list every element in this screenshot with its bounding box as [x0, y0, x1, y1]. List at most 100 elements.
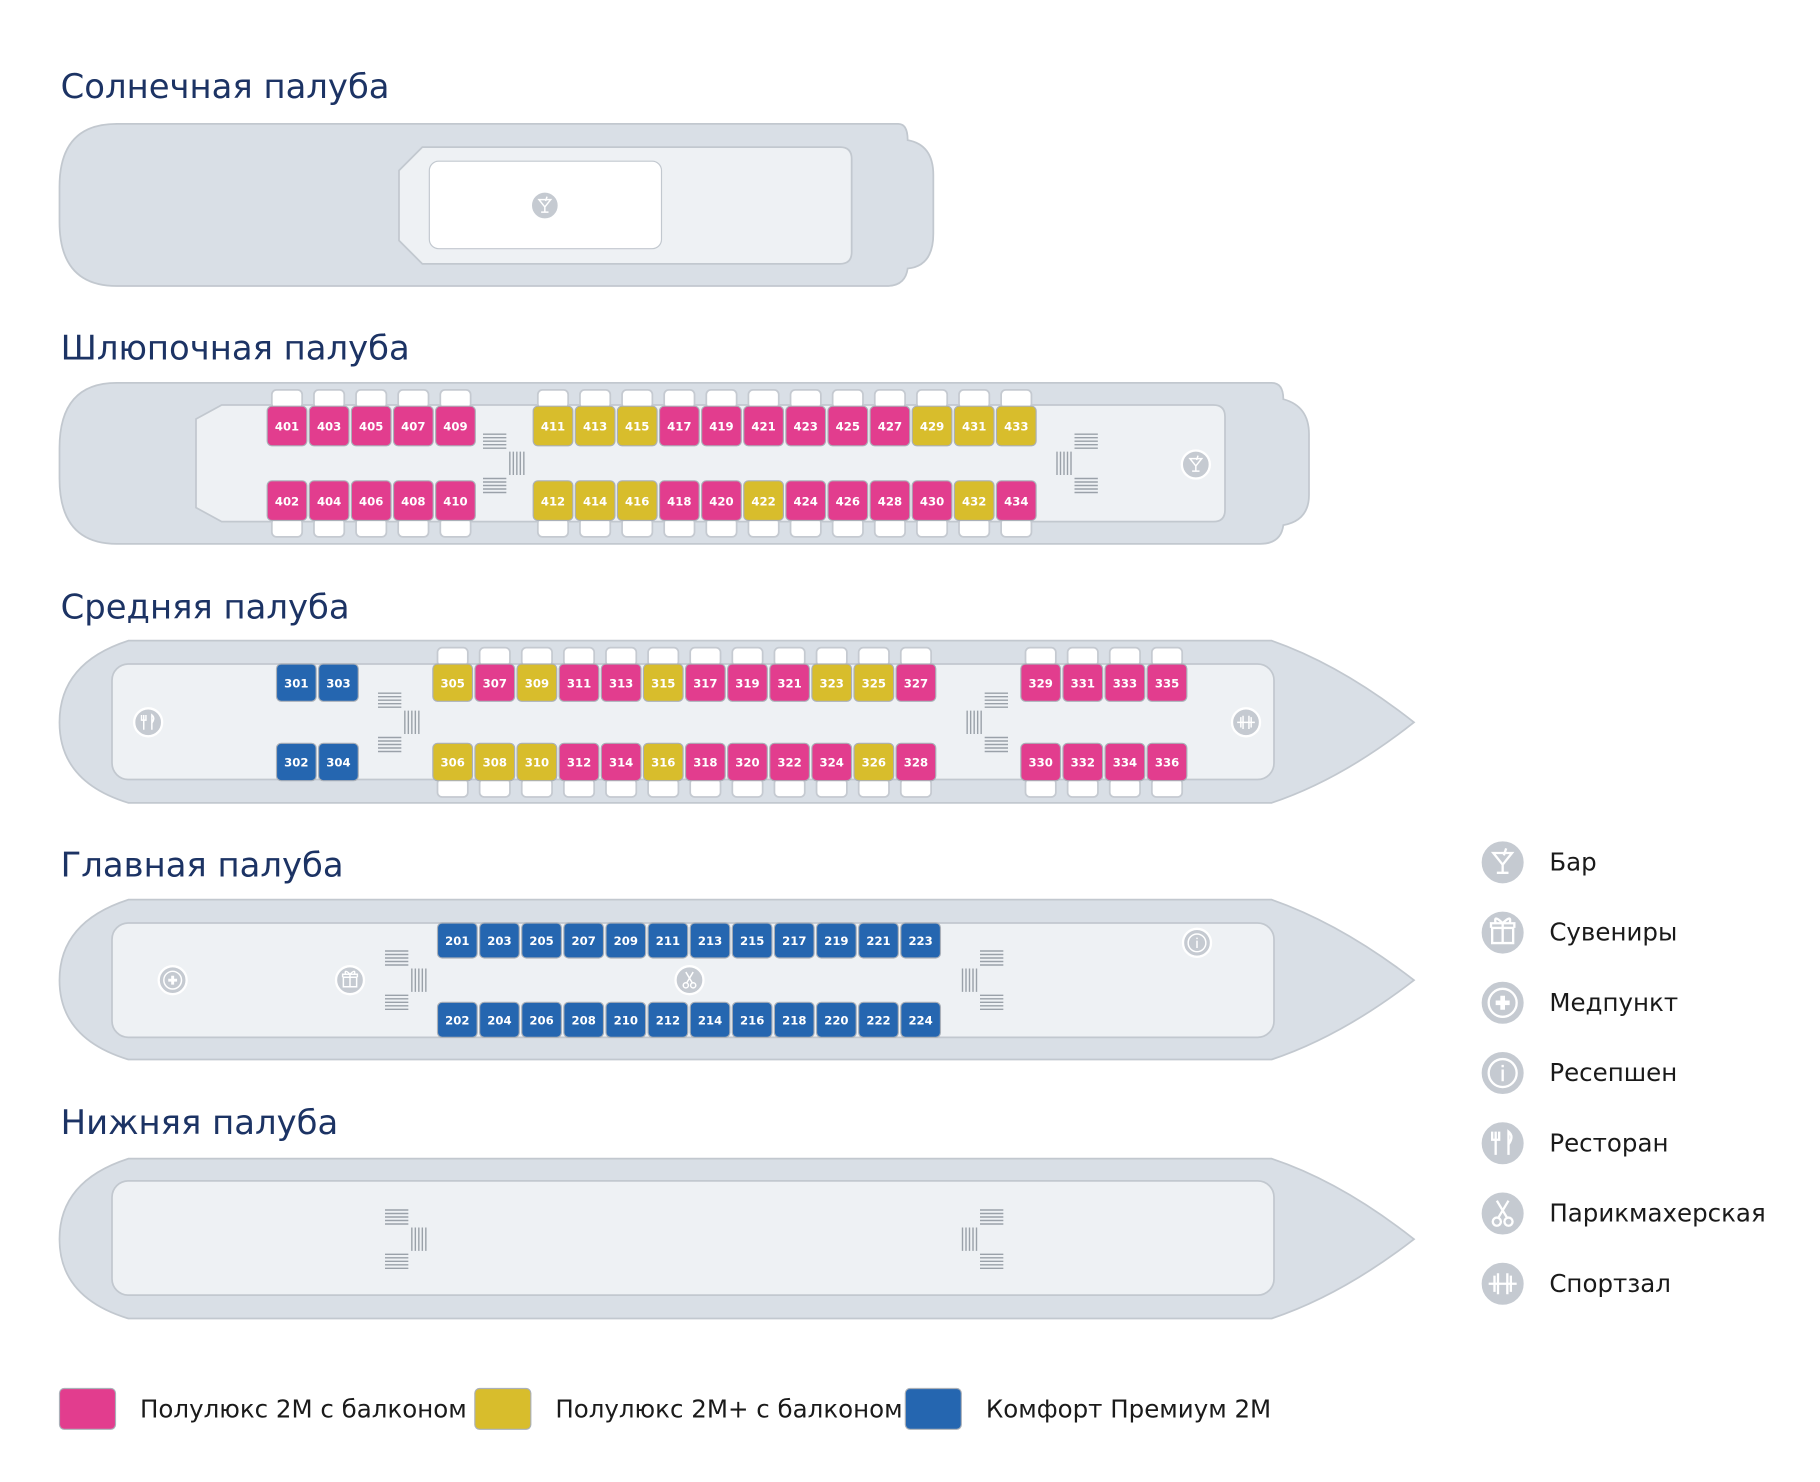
cabin — [436, 1001, 478, 1038]
cabin — [479, 922, 520, 959]
cabin — [647, 922, 689, 959]
cabin-number: 330 — [1028, 756, 1052, 770]
cabin-number: 312 — [567, 756, 591, 770]
cabin-number: 221 — [866, 934, 890, 948]
cabin — [479, 1001, 520, 1038]
legend-swatch — [904, 1387, 962, 1430]
stairs — [966, 692, 1009, 753]
cabin — [616, 405, 658, 447]
cabin — [995, 480, 1037, 522]
icon-scissors — [1491, 1216, 1503, 1227]
icon-gift — [341, 970, 359, 988]
deck-title: Нижняя палуба — [61, 1103, 339, 1142]
cabin — [474, 742, 516, 782]
cabin-number: 308 — [483, 756, 507, 770]
cabin-number: 434 — [1004, 494, 1028, 508]
cabin — [827, 480, 869, 522]
cabin-number: 306 — [440, 756, 464, 770]
cabin — [731, 922, 773, 959]
cabin — [392, 480, 434, 522]
cabin-number: 415 — [625, 420, 649, 434]
icon-bar — [1188, 455, 1204, 472]
icon-bg — [133, 707, 164, 738]
cabin — [811, 742, 853, 782]
stairs — [483, 433, 525, 494]
cabin-number: 317 — [693, 676, 717, 690]
cabin — [605, 1001, 647, 1038]
amenity-label: Ресепшен — [1549, 1058, 1677, 1087]
icon-med — [163, 970, 183, 990]
cabin-number: 207 — [572, 934, 596, 948]
amenity-label: Сувениры — [1549, 918, 1677, 947]
icon-bg — [674, 965, 705, 996]
deck-area — [111, 1179, 1275, 1297]
cabin-number: 425 — [836, 420, 860, 434]
cabin-number: 325 — [862, 676, 886, 690]
cabin — [858, 922, 899, 959]
cabin-number: 426 — [836, 494, 860, 508]
cabin-number: 326 — [862, 756, 886, 770]
cabin — [869, 405, 911, 447]
cabin-number: 429 — [920, 420, 944, 434]
legend-swatch — [58, 1387, 117, 1430]
deck-title: Средняя палуба — [61, 588, 350, 627]
cabin-number: 414 — [583, 494, 607, 508]
icon-bg — [1180, 449, 1212, 480]
icon-bg — [1479, 1190, 1526, 1237]
cabin — [1020, 742, 1062, 782]
cabin-number: 427 — [878, 420, 902, 434]
cabin-number: 219 — [824, 934, 848, 948]
cabin — [953, 405, 995, 447]
cabin — [350, 480, 392, 522]
cabin-number: 329 — [1028, 676, 1052, 690]
cabin — [995, 405, 1037, 447]
cabin-number: 216 — [740, 1014, 764, 1028]
cabin — [1020, 663, 1062, 702]
icon-scissors — [685, 971, 694, 984]
cabin-number: 416 — [625, 494, 649, 508]
stairs — [1056, 433, 1098, 494]
cabin-number: 333 — [1113, 676, 1137, 690]
cabin-number: 212 — [656, 1014, 680, 1028]
cabin — [308, 405, 350, 447]
cabin-number: 334 — [1113, 756, 1137, 770]
cabin — [318, 663, 359, 702]
cabin — [743, 405, 784, 447]
cabin — [895, 742, 937, 782]
cabin-number: 206 — [529, 1014, 553, 1028]
icon-gym — [1488, 1273, 1517, 1295]
cabin-number: 404 — [317, 494, 341, 508]
amenity-label: Спортзал — [1549, 1269, 1671, 1298]
cabin-number: 313 — [609, 676, 633, 690]
cabin-number: 433 — [1004, 420, 1028, 434]
cabin-number: 420 — [709, 494, 733, 508]
cabin-number: 217 — [782, 934, 806, 948]
cabin — [953, 480, 995, 522]
cabin-number: 208 — [572, 1014, 596, 1028]
cabin — [1146, 742, 1188, 782]
cabin-number: 218 — [782, 1014, 806, 1028]
cabin-number: 323 — [820, 676, 844, 690]
cabin — [432, 742, 474, 782]
cabin-number: 314 — [609, 756, 633, 770]
cabin — [689, 922, 731, 959]
amenity-label: Парикмахерская — [1549, 1199, 1765, 1228]
cabin-number: 423 — [794, 420, 818, 434]
cabin-number: 327 — [904, 676, 928, 690]
stairs — [378, 692, 420, 753]
cabin-number: 211 — [656, 934, 680, 948]
cabin-number: 205 — [529, 934, 553, 948]
cabin-number: 204 — [487, 1014, 511, 1028]
cabin — [911, 480, 953, 522]
cabin — [701, 405, 742, 447]
cabin-number: 203 — [487, 934, 511, 948]
cabin — [727, 742, 768, 782]
cabin — [701, 480, 742, 522]
amenity-label: Медпункт — [1549, 988, 1678, 1017]
cabin-number: 430 — [920, 494, 944, 508]
amenity-label: Ресторан — [1549, 1128, 1668, 1157]
cabin-number: 413 — [583, 420, 607, 434]
deck-title: Шлюпочная палуба — [61, 329, 410, 368]
cabin — [616, 480, 658, 522]
icon-restaurant — [140, 713, 155, 730]
